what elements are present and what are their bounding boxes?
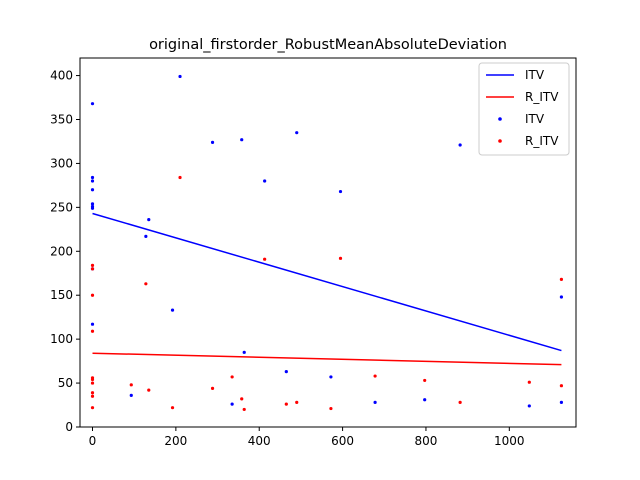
y-tick-label: 200 bbox=[50, 244, 73, 258]
data-point-r-itv bbox=[90, 293, 95, 297]
data-point-r-itv bbox=[423, 378, 427, 383]
data-point-r-itv bbox=[230, 375, 234, 379]
data-point-itv bbox=[295, 131, 299, 135]
data-point-itv bbox=[90, 179, 95, 183]
data-point-r-itv bbox=[90, 391, 95, 395]
data-point-itv bbox=[240, 138, 244, 142]
data-point-itv bbox=[178, 74, 182, 79]
y-axis: 0 50 100 150 200 250 300 350 400 bbox=[50, 69, 80, 434]
data-point-itv bbox=[284, 370, 288, 374]
data-point-itv bbox=[423, 398, 427, 402]
x-tick-label: 200 bbox=[164, 434, 187, 448]
data-point-itv bbox=[210, 140, 215, 144]
data-point-r-itv bbox=[329, 406, 333, 411]
data-point-itv bbox=[90, 206, 95, 210]
data-point-itv bbox=[170, 308, 175, 312]
data-point-itv bbox=[144, 234, 148, 238]
data-point-r-itv bbox=[90, 267, 95, 271]
data-point-r-itv bbox=[240, 397, 244, 401]
x-axis: 0 200 400 600 800 1000 bbox=[89, 427, 525, 448]
data-point-r-itv bbox=[90, 329, 95, 333]
data-point-r-itv bbox=[147, 388, 151, 392]
data-point-r-itv bbox=[170, 406, 175, 410]
data-point-r-itv bbox=[90, 263, 95, 267]
data-point-itv bbox=[373, 400, 377, 404]
data-point-r-itv bbox=[242, 407, 246, 412]
y-tick-label: 350 bbox=[50, 113, 73, 127]
plot-frame bbox=[79, 57, 577, 428]
data-point-itv bbox=[338, 189, 343, 194]
y-tick-label: 300 bbox=[50, 156, 73, 170]
legend-box bbox=[478, 62, 570, 156]
data-point-itv bbox=[147, 218, 151, 222]
series-points bbox=[90, 74, 564, 412]
data-point-r-itv bbox=[90, 381, 95, 385]
x-tick-label: 1000 bbox=[494, 434, 525, 448]
legend-entry-label: ITV bbox=[525, 68, 545, 82]
data-point-itv bbox=[458, 143, 462, 147]
data-point-r-itv bbox=[144, 282, 148, 286]
x-tick-label: 0 bbox=[89, 434, 97, 448]
data-point-itv bbox=[90, 322, 95, 326]
data-point-r-itv bbox=[559, 384, 564, 388]
data-point-itv bbox=[90, 175, 95, 180]
data-point-itv bbox=[559, 400, 564, 404]
data-point-itv bbox=[90, 102, 95, 106]
y-tick-label: 400 bbox=[50, 69, 73, 83]
y-tick-label: 0 bbox=[65, 420, 73, 434]
chart-title: original_firstorder_RobustMeanAbsoluteDe… bbox=[149, 37, 507, 53]
data-point-r-itv bbox=[263, 257, 267, 261]
legend-entry-label: R_ITV bbox=[525, 134, 559, 148]
data-point-itv bbox=[242, 350, 246, 354]
legend: ITV R_ITV ITV R_ITV bbox=[478, 62, 570, 156]
data-point-itv bbox=[90, 202, 95, 206]
trend-line-itv bbox=[92, 212, 562, 352]
y-tick-label: 150 bbox=[50, 288, 73, 302]
data-point-r-itv bbox=[295, 400, 299, 404]
y-tick-label: 50 bbox=[58, 376, 73, 390]
data-point-r-itv bbox=[210, 386, 215, 390]
legend-entry-label: R_ITV bbox=[525, 90, 559, 104]
data-point-itv bbox=[263, 179, 267, 183]
x-tick-label: 600 bbox=[331, 434, 354, 448]
data-point-r-itv bbox=[90, 394, 95, 398]
x-tick-label: 800 bbox=[414, 434, 437, 448]
legend-point-swatch bbox=[498, 117, 502, 121]
data-point-itv bbox=[527, 404, 531, 408]
legend-point-swatch bbox=[498, 139, 502, 143]
data-point-r-itv bbox=[90, 406, 95, 410]
data-point-itv bbox=[329, 375, 333, 379]
data-point-r-itv bbox=[178, 175, 182, 180]
data-point-r-itv bbox=[373, 374, 377, 378]
data-point-r-itv bbox=[284, 402, 288, 406]
data-point-r-itv bbox=[90, 377, 95, 382]
data-point-r-itv bbox=[458, 400, 462, 404]
data-point-itv bbox=[129, 393, 133, 397]
series-lines bbox=[92, 212, 562, 366]
data-point-itv bbox=[230, 402, 234, 406]
data-point-r-itv bbox=[338, 256, 343, 260]
trend-line-r-itv bbox=[92, 352, 562, 366]
x-tick-label: 400 bbox=[248, 434, 271, 448]
y-tick-label: 250 bbox=[50, 200, 73, 214]
data-point-itv bbox=[90, 188, 95, 192]
data-point-r-itv bbox=[527, 380, 531, 384]
data-point-r-itv bbox=[559, 277, 564, 281]
data-point-r-itv bbox=[129, 383, 133, 387]
y-tick-label: 100 bbox=[50, 332, 73, 346]
data-point-itv bbox=[559, 295, 564, 299]
legend-entry-label: ITV bbox=[525, 112, 545, 126]
